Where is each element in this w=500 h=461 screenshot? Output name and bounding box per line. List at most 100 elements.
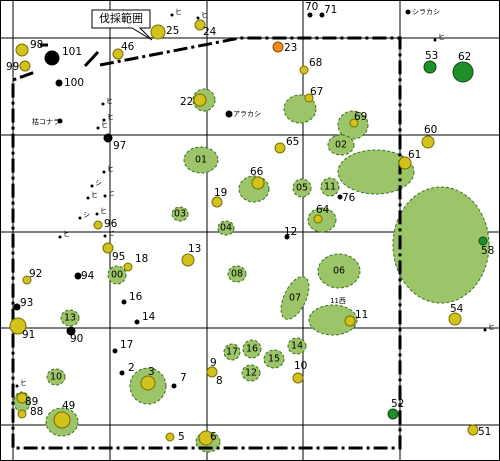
tree [405, 9, 411, 15]
tree [9, 317, 27, 335]
tree-label: 19 [214, 187, 227, 199]
tree [344, 315, 356, 327]
mark-label: ヒ [100, 207, 107, 215]
tree-label: 16 [129, 291, 143, 303]
boundary-piece [83, 50, 100, 68]
tree-label: 88 [30, 406, 43, 418]
tree [66, 326, 76, 336]
tree [112, 48, 124, 60]
area-label: 03 [174, 209, 186, 220]
tree-label: 18 [135, 253, 148, 265]
tree [337, 194, 343, 200]
tree-label: 51 [478, 426, 491, 438]
tree-label: 7 [180, 372, 187, 384]
tree [150, 24, 166, 40]
area-label: 04 [220, 223, 232, 234]
mark-label: ヒ [107, 165, 114, 173]
tree [421, 135, 435, 149]
small-tree [101, 102, 105, 106]
callout-text: 伐採範囲 [99, 11, 143, 25]
tree-label: 6 [210, 431, 217, 443]
small-tree [90, 184, 94, 188]
tree [299, 65, 309, 75]
tree-label: 94 [81, 270, 95, 282]
tree [194, 19, 206, 31]
tree [55, 79, 63, 87]
small-tree [102, 118, 106, 122]
tree-label: 93 [20, 297, 33, 309]
canopy [292, 178, 312, 198]
tree [15, 43, 29, 57]
tree [102, 242, 114, 254]
area-label: 13 [64, 313, 76, 324]
canopy [223, 343, 241, 361]
tree [272, 41, 284, 53]
mark-label: ヒ [107, 113, 114, 121]
tree [19, 60, 31, 72]
area-label: 00 [111, 270, 123, 281]
tree-label: 12 [284, 226, 297, 238]
mark-label: ヒ [101, 121, 108, 129]
tree [313, 214, 323, 224]
tree [121, 299, 127, 305]
area-label: 05 [296, 183, 308, 194]
tree [319, 12, 325, 18]
tree-label: 53 [425, 50, 438, 62]
area-label: 10 [50, 372, 62, 383]
tree-label: 66 [250, 166, 264, 178]
mark-label: シ [83, 211, 90, 219]
canopy [308, 304, 358, 336]
tree [274, 142, 286, 154]
mark-label: ヒ [201, 11, 208, 19]
tree-label: 46 [121, 41, 135, 53]
tree-label: 97 [113, 140, 126, 152]
mark-label: ヒ [175, 8, 182, 16]
tree-label: 90 [70, 333, 83, 345]
tree-label: 96 [104, 218, 118, 230]
tree [93, 220, 103, 230]
canopy [60, 309, 80, 327]
tree-label: 5 [178, 431, 185, 443]
mark-label: ヒ [108, 189, 115, 197]
tree [13, 303, 21, 311]
tree [171, 383, 177, 389]
tree-label: 22 [180, 96, 193, 108]
small-tree [86, 196, 90, 200]
tree-label: 95 [112, 251, 125, 263]
canopy [241, 364, 261, 382]
tree-label: 60 [424, 124, 437, 136]
tree-label: 8 [216, 375, 223, 387]
canopy [227, 265, 247, 283]
small-tree [196, 16, 200, 20]
mark-label: ヒ [63, 230, 70, 238]
tree [53, 411, 71, 429]
tree-label: 71 [324, 4, 337, 16]
tree-label: 11 [355, 309, 368, 321]
canopy [46, 368, 66, 386]
marks: ヒヒヒヒヒヒヒシヒ ヒシ ヒヒ ヒヒヒ [15, 8, 495, 388]
area-label: 08 [231, 269, 243, 280]
tree-label: 24 [203, 26, 217, 38]
mark-label: ヒ [108, 229, 115, 237]
tree [284, 234, 290, 240]
tree [57, 118, 63, 124]
tree [292, 372, 304, 384]
tree [103, 133, 113, 143]
area-label: 14 [291, 341, 303, 352]
tree [17, 409, 27, 419]
canopy [337, 149, 415, 195]
tree-label: 98 [30, 39, 43, 51]
small-tree [103, 194, 107, 198]
small-tree [433, 38, 437, 42]
tree-label: 89 [25, 396, 38, 408]
tree [478, 236, 488, 246]
tree [44, 50, 60, 66]
tree-label: シラカシ [412, 8, 440, 16]
tree-label: 54 [450, 303, 464, 315]
small-tree [58, 235, 62, 239]
canopy [280, 276, 310, 320]
area-label: 11 [324, 182, 336, 193]
mark-label: シ [95, 179, 102, 187]
